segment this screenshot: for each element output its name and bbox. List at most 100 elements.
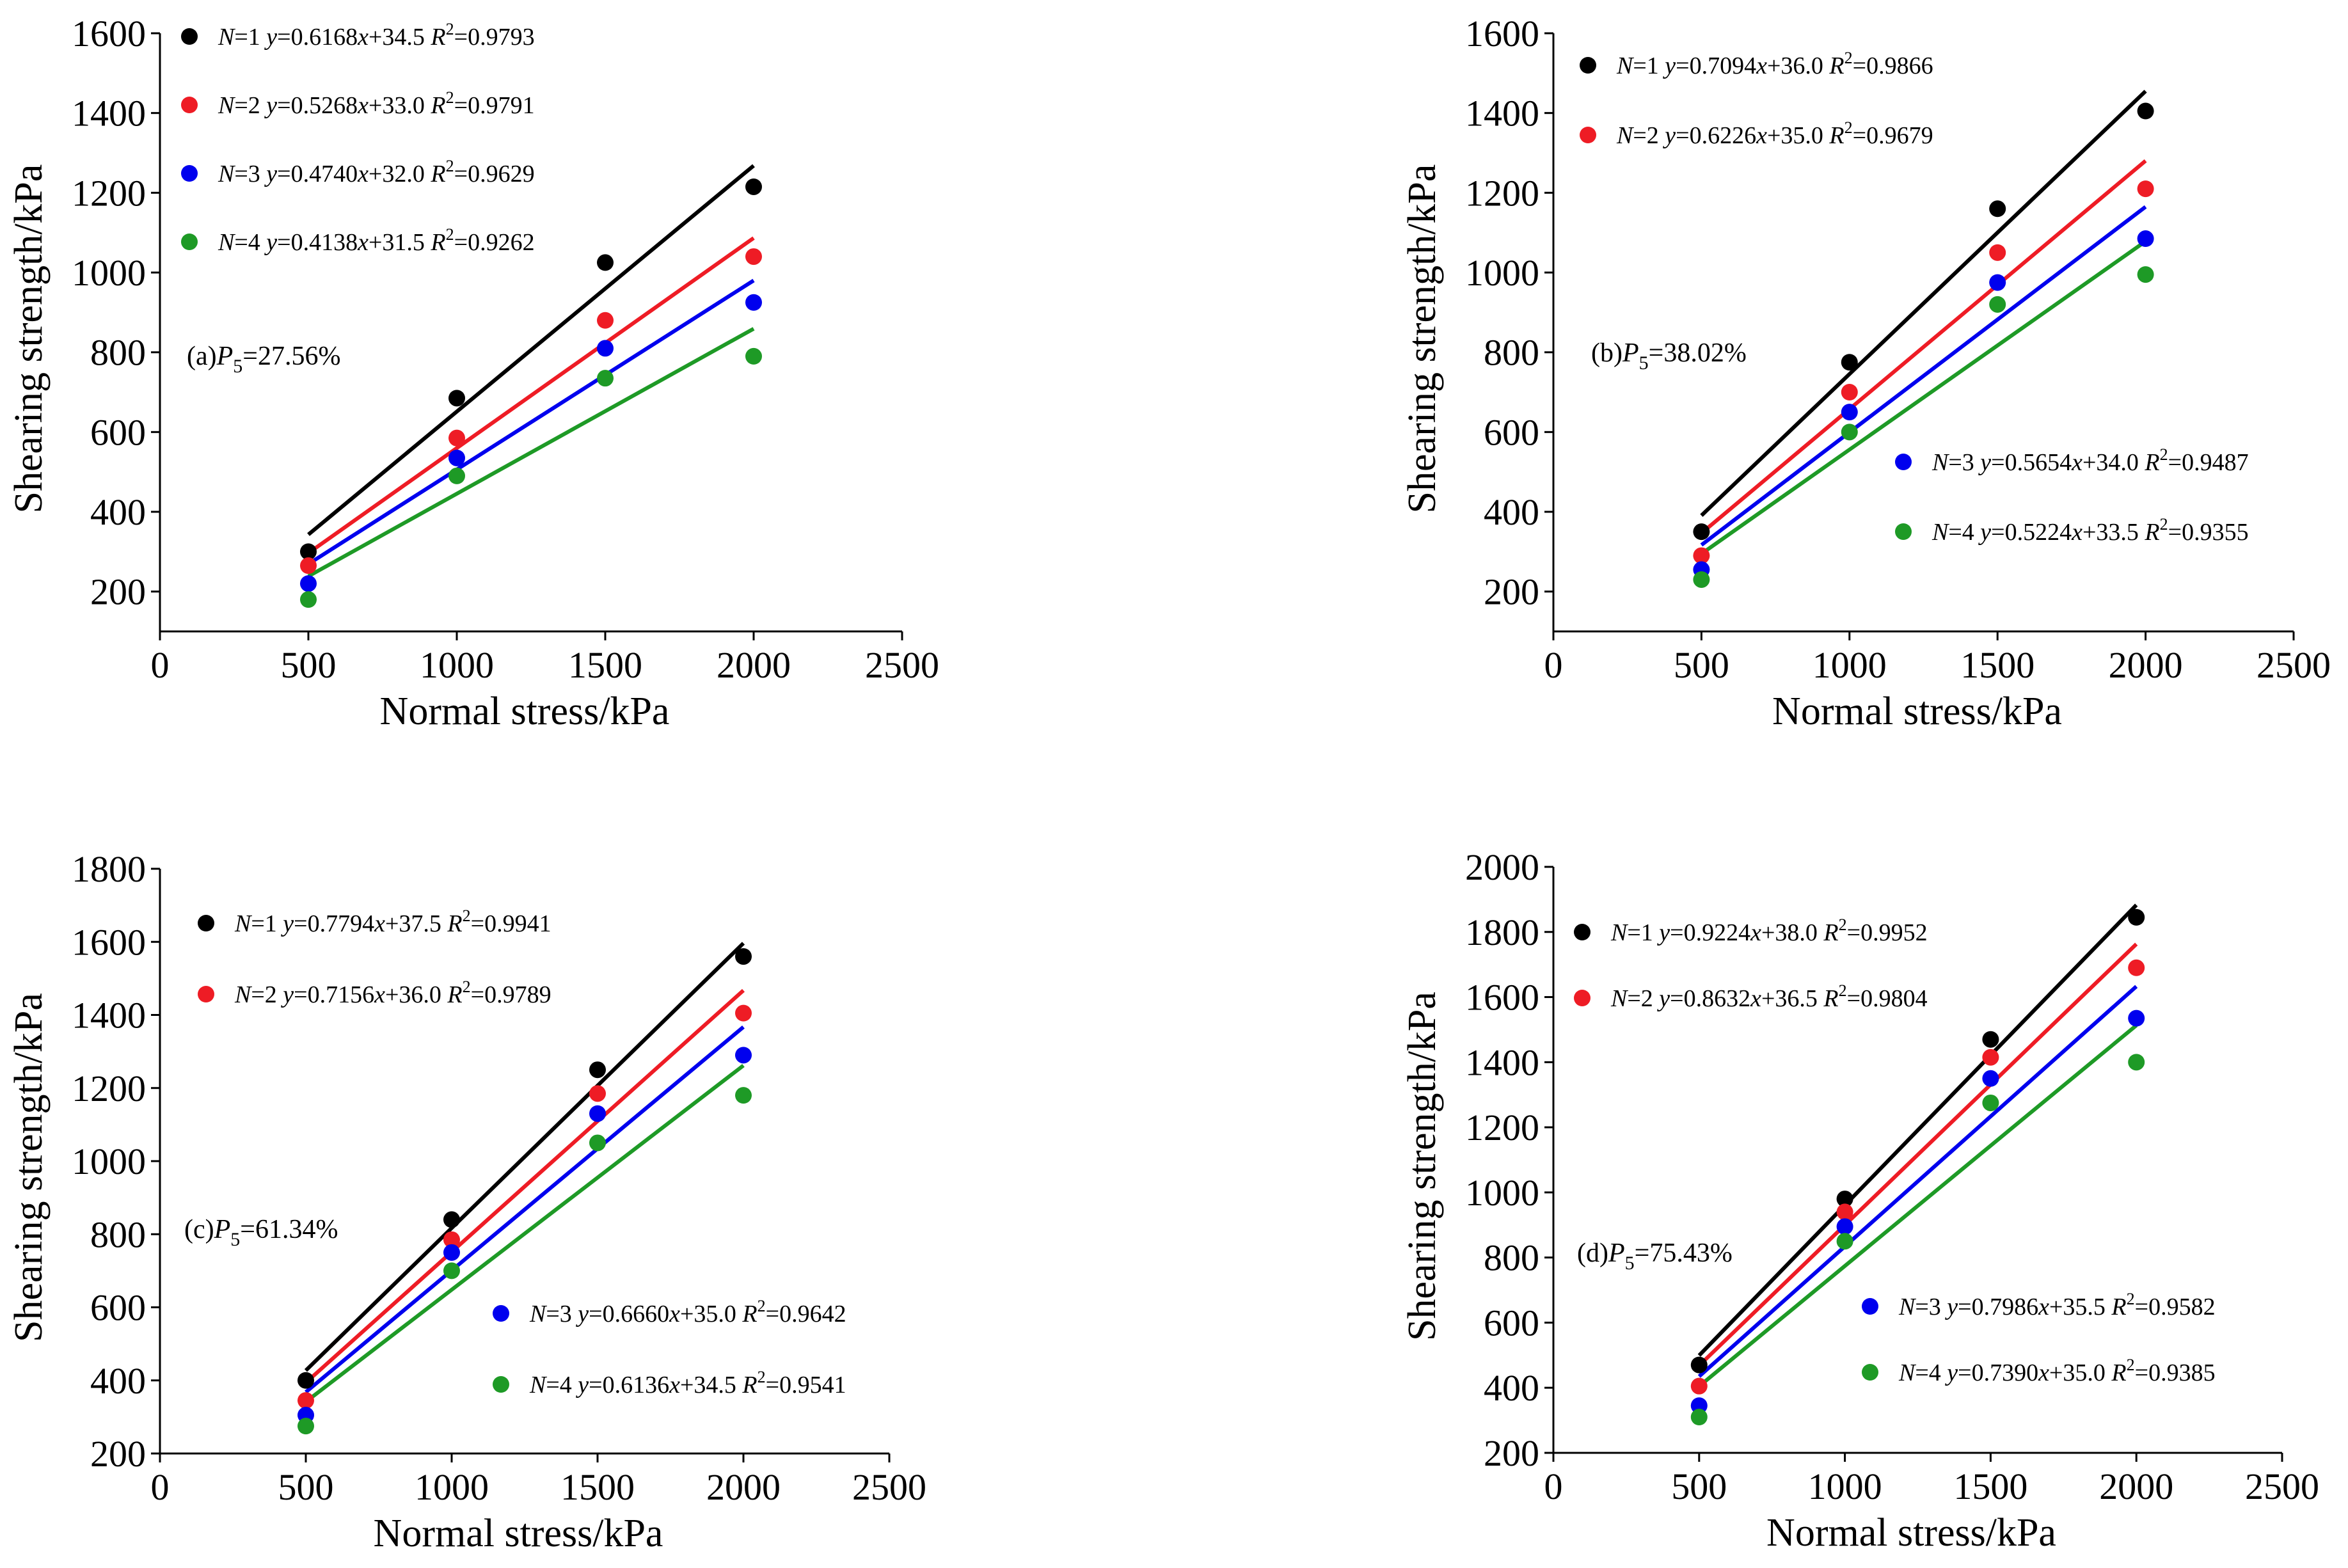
data-point-n4 — [597, 370, 614, 387]
chart-panel-d: 0 500 1000 1500 2000 2500 200 400 600 800 1000 1200… — [1400, 846, 2319, 1555]
data-point-n1 — [735, 948, 752, 965]
y-tick-label: 1200 — [72, 1068, 146, 1109]
data-point-n2 — [597, 312, 614, 329]
x-axis-title: Normal stress/kPa — [374, 1512, 663, 1555]
x-tick-label: 1500 — [1960, 644, 2035, 686]
data-point-n3 — [1841, 404, 1858, 421]
data-point-n2 — [589, 1085, 606, 1102]
x-tick-label: 0 — [1544, 1466, 1563, 1507]
x-tick-label: 2000 — [2099, 1466, 2173, 1507]
y-tick-label: 600 — [1484, 1302, 1539, 1343]
x-tick-label: 1500 — [560, 1466, 635, 1508]
y-tick-label: 1600 — [1465, 13, 1539, 54]
legend-label-n4: N=4 y=0.7390x+35.0 R2=0.9385 — [1898, 1356, 2216, 1386]
legend-label-n1: N=1 y=0.6168x+34.5 R2=0.9793 — [218, 20, 535, 51]
fit-line-n4 — [1700, 239, 2147, 556]
y-axis-title: Shearing strength/kPa — [1400, 992, 1444, 1341]
fit-line-n2 — [304, 988, 745, 1384]
data-point-n4 — [448, 467, 465, 484]
data-point-n2 — [1989, 244, 2006, 261]
data-point-n1 — [589, 1061, 606, 1079]
y-tick-label: 1400 — [1465, 93, 1539, 134]
data-point-n4 — [443, 1262, 460, 1279]
y-tick-label: 800 — [90, 332, 146, 374]
x-tick-label: 2500 — [852, 1466, 926, 1508]
fit-line-n4 — [307, 327, 755, 578]
legend-marker-n4 — [493, 1376, 509, 1393]
legend-marker-n1 — [198, 915, 214, 931]
legend-marker-n3 — [1895, 454, 1912, 470]
data-point-n4 — [745, 347, 762, 365]
x-tick-label: 500 — [1674, 644, 1729, 686]
y-axis-title: Shearing strength/kPa — [1400, 164, 1444, 514]
y-tick-label: 1200 — [1465, 172, 1539, 214]
y-tick-label: 1400 — [1465, 1041, 1539, 1083]
y-tick-label: 200 — [1484, 1432, 1539, 1474]
y-tick-label: 800 — [90, 1214, 146, 1255]
data-point-n1 — [448, 390, 465, 407]
chart-panel-c: 0 500 1000 1500 2000 2500 200 400 600 800 1000 1200… — [7, 848, 926, 1555]
data-point-n2 — [297, 1392, 314, 1409]
legend-label-n3: N=3 y=0.5654x+34.0 R2=0.9487 — [1932, 445, 2249, 476]
y-tick-label: 1000 — [1465, 252, 1539, 294]
fit-line-n3 — [1697, 985, 2138, 1378]
legend-label-n4: N=4 y=0.6136x+34.5 R2=0.9541 — [529, 1368, 846, 1398]
legend-label-n4: N=4 y=0.4138x+31.5 R2=0.9262 — [218, 225, 535, 256]
x-tick-label: 0 — [151, 644, 170, 686]
data-point-n1 — [443, 1211, 460, 1228]
y-axis-title: Shearing strength/kPa — [7, 993, 51, 1342]
x-tick-label: 1000 — [420, 644, 494, 686]
y-tick-label: 1200 — [1465, 1107, 1539, 1148]
data-point-n3 — [443, 1244, 460, 1261]
data-point-n2 — [1693, 547, 1710, 564]
data-point-n2 — [735, 1004, 752, 1022]
data-point-n2 — [1982, 1049, 1999, 1066]
fit-line-n1 — [1700, 90, 2147, 517]
data-point-n4 — [2128, 1054, 2145, 1071]
legend-marker-n1 — [1580, 57, 1596, 74]
data-point-n4 — [300, 591, 317, 608]
y-tick-label: 600 — [1484, 411, 1539, 453]
data-point-n1 — [1836, 1191, 1853, 1208]
data-point-n3 — [1836, 1218, 1853, 1235]
data-point-n2 — [448, 429, 465, 447]
legend-label-n1: N=1 y=0.9224x+38.0 R2=0.9952 — [1610, 915, 1928, 946]
y-tick-label: 1800 — [1465, 912, 1539, 953]
legend-label-n3: N=3 y=0.6660x+35.0 R2=0.9642 — [529, 1297, 846, 1327]
data-point-n1 — [2128, 908, 2145, 926]
y-tick-label: 1600 — [72, 921, 146, 963]
data-point-n1 — [1841, 354, 1858, 371]
legend-label-n2: N=2 y=0.7156x+36.0 R2=0.9789 — [234, 978, 551, 1008]
x-tick-label: 1500 — [1953, 1466, 2027, 1507]
legend-marker-n3 — [1862, 1298, 1878, 1315]
data-point-n2 — [2128, 959, 2145, 976]
y-tick-label: 2000 — [1465, 846, 1539, 888]
data-point-n3 — [2128, 1010, 2145, 1027]
legend-marker-n1 — [1574, 924, 1590, 940]
data-point-n1 — [2137, 102, 2154, 120]
data-point-n1 — [1989, 200, 2006, 218]
fit-line-n2 — [1700, 159, 2147, 535]
data-point-n4 — [1836, 1233, 1853, 1250]
legend-label-n4: N=4 y=0.5224x+33.5 R2=0.9355 — [1932, 515, 2249, 546]
data-point-n3 — [1982, 1070, 1999, 1087]
data-point-n3 — [300, 575, 317, 592]
data-point-n1 — [300, 543, 317, 560]
y-tick-label: 200 — [90, 571, 146, 613]
data-point-n2 — [1841, 384, 1858, 400]
x-tick-label: 0 — [1544, 644, 1563, 686]
data-point-n4 — [735, 1087, 752, 1104]
y-tick-label: 400 — [1484, 491, 1539, 533]
legend-label-n1: N=1 y=0.7094x+36.0 R2=0.9866 — [1616, 49, 1933, 79]
legend-marker-n4 — [1895, 523, 1912, 540]
data-point-n4 — [589, 1134, 606, 1152]
x-tick-label: 2000 — [717, 644, 791, 686]
legend-marker-n3 — [181, 165, 198, 182]
legend-marker-n4 — [181, 234, 198, 250]
x-tick-label: 2000 — [706, 1466, 781, 1508]
fit-line-n1 — [1697, 903, 2138, 1357]
legend-marker-n1 — [181, 28, 198, 45]
legend-marker-n2 — [1574, 990, 1590, 1006]
y-tick-label: 1000 — [72, 252, 146, 294]
y-tick-label: 400 — [90, 491, 146, 533]
